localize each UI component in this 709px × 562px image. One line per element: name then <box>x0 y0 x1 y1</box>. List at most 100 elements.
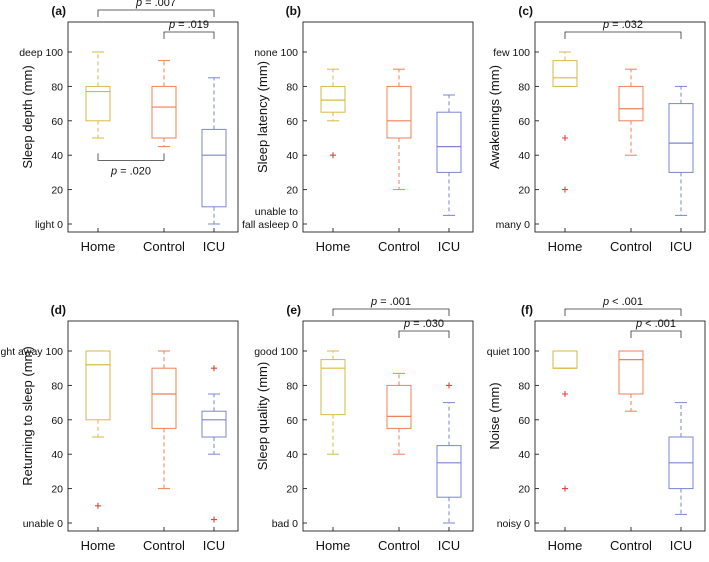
y-tick-label: 40 <box>286 449 298 461</box>
box-iqr <box>668 103 694 173</box>
box-iqr <box>618 350 644 395</box>
x-tick-label: ICU <box>203 538 225 553</box>
panel-label: (c) <box>518 4 533 18</box>
y-tick-label: 40 <box>518 449 530 461</box>
panel-label: (e) <box>286 303 301 317</box>
y-tick-label: 80 <box>518 81 530 93</box>
y-tick-label: few 100 <box>493 47 530 59</box>
y-axis-label: Noise (mm) <box>487 382 502 449</box>
box-icu <box>436 382 462 524</box>
box-iqr <box>151 85 177 139</box>
box-icu <box>436 94 462 216</box>
y-tick-label: light 0 <box>35 219 63 231</box>
significance-bracket <box>398 330 450 338</box>
y-tick-label: bad 0 <box>272 518 298 530</box>
box-iqr <box>320 359 346 416</box>
panel-b: (b) unable to fall asleep 0 20 40 60 80 none 10… <box>242 4 474 254</box>
box-control <box>386 372 412 455</box>
outlier-point <box>562 135 568 141</box>
panel-f: (f) noisy 0 20 40 60 80 quiet 100 Home Control IC… <box>487 296 706 553</box>
box-control <box>618 350 644 412</box>
panel-label: (b) <box>286 4 301 18</box>
y-tick-label: many 0 <box>496 219 531 231</box>
y-tick-label: good 100 <box>254 346 298 358</box>
y-tick-label: 80 <box>51 380 63 392</box>
panel-a: (a) light 0 20 40 60 80 deep 100 Home Control ICU… <box>19 0 239 254</box>
box-iqr <box>552 350 578 369</box>
y-axis-label: Sleep depth (mm) <box>20 65 35 168</box>
y-tick-label: 40 <box>51 449 63 461</box>
outlier-point <box>330 152 336 159</box>
x-tick-label: Home <box>548 239 583 254</box>
significance-label: p = .019 <box>168 19 209 31</box>
significance-label: p = .032 <box>602 19 643 31</box>
y-tick-label: 40 <box>518 150 530 162</box>
significance-label: p < .001 <box>602 296 643 308</box>
x-tick-label: Home <box>548 538 583 553</box>
outlier-point <box>446 382 452 389</box>
y-tick-label: 80 <box>286 380 298 392</box>
x-tick-label: ICU <box>670 538 692 553</box>
plot-frame <box>302 320 474 532</box>
x-tick-label: Home <box>81 239 116 254</box>
y-tick-label: 60 <box>286 116 298 128</box>
y-tick-label: 20 <box>518 185 530 197</box>
significance-bracket <box>332 308 450 316</box>
y-tick-label: 80 <box>51 81 63 93</box>
box-control <box>618 68 644 156</box>
box-home <box>320 68 346 159</box>
x-tick-label: ICU <box>670 239 692 254</box>
y-tick-label: unable to fall asleep 0 <box>242 206 298 231</box>
y-tick-label: deep 100 <box>19 47 63 59</box>
box-control <box>151 350 177 490</box>
y-tick-label: 20 <box>286 484 298 496</box>
box-home <box>85 350 111 509</box>
box-iqr <box>436 445 462 498</box>
panel-label: (a) <box>51 4 66 18</box>
box-iqr <box>85 350 111 421</box>
box-iqr <box>201 410 227 438</box>
significance-label: p = .030 <box>403 318 444 330</box>
x-tick-label: Home <box>81 538 116 553</box>
y-tick-label: 60 <box>518 415 530 427</box>
x-tick-label: ICU <box>438 538 460 553</box>
box-iqr <box>436 111 462 173</box>
box-icu <box>668 402 694 515</box>
significance-bracket <box>97 153 165 161</box>
box-iqr <box>386 85 412 139</box>
box-iqr <box>85 85 111 122</box>
x-tick-label: Control <box>610 538 652 553</box>
y-tick-label: 40 <box>286 150 298 162</box>
box-iqr <box>201 128 227 208</box>
box-iqr <box>552 60 578 87</box>
significance-label: p < .001 <box>635 318 676 330</box>
significance-bracket <box>564 31 682 39</box>
x-tick-label: ICU <box>203 239 225 254</box>
significance-label: p = .007 <box>135 0 176 9</box>
panel-c: (c) many 0 20 40 60 80 few 100 Home Control ICU Aw… <box>487 4 706 254</box>
box-icu <box>201 77 227 225</box>
y-tick-label: 20 <box>518 484 530 496</box>
y-tick-label: 60 <box>51 116 63 128</box>
y-axis-label: Returning to sleep (mm) <box>20 346 35 485</box>
y-tick-label: none 100 <box>254 47 298 59</box>
x-tick-label: Control <box>378 538 420 553</box>
y-tick-label: 80 <box>518 380 530 392</box>
plot-frame <box>67 21 239 233</box>
y-tick-label: 80 <box>286 81 298 93</box>
box-iqr <box>618 85 644 122</box>
significance-label: p = .001 <box>370 296 411 308</box>
outlier-point <box>562 186 568 193</box>
y-tick-label: unable 0 <box>23 518 63 530</box>
y-tick-label: 60 <box>286 415 298 427</box>
outlier-point <box>562 485 568 492</box>
x-tick-label: Control <box>378 239 420 254</box>
x-tick-label: Home <box>316 538 351 553</box>
y-tick-label: quiet 100 <box>487 346 530 358</box>
box-icu <box>201 365 227 523</box>
panel-d: (d) unable 0 20 40 60 80 right away 100 Home Con… <box>0 303 239 553</box>
plot-frame <box>534 320 706 532</box>
x-tick-label: Control <box>143 538 185 553</box>
